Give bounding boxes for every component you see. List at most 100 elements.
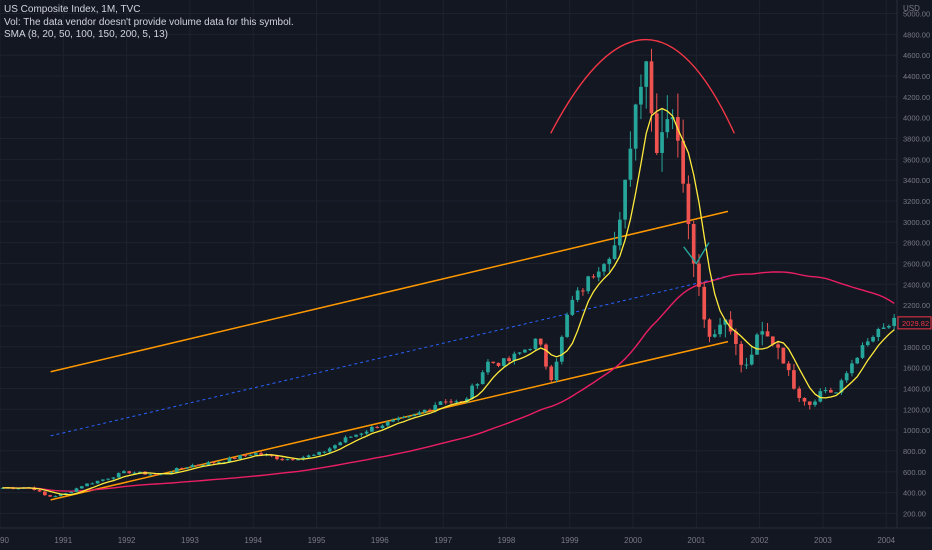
candle-body (644, 61, 649, 87)
legend-title[interactable]: US Composite Index, 1M, TVC (4, 4, 141, 15)
candle (781, 347, 786, 364)
candle (312, 453, 316, 457)
candle (322, 451, 327, 454)
price-tick-label: 1000.00 (903, 426, 930, 435)
candle-body (549, 366, 554, 381)
candle (628, 131, 633, 187)
sma-fast-line (2, 107, 895, 496)
candle (681, 119, 685, 193)
candle-body (850, 363, 854, 374)
candle (396, 416, 401, 422)
candle (860, 342, 865, 360)
candle-body (596, 271, 601, 278)
candle (570, 295, 575, 317)
candle-body (881, 327, 886, 329)
candle-body (195, 465, 200, 467)
chart-legend: US Composite Index, 1M, TVC Vol: The dat… (4, 4, 294, 42)
candle-body (438, 401, 443, 405)
last-price-label: 2029.82 (902, 319, 929, 328)
candle-body (306, 455, 311, 458)
candle (612, 231, 617, 261)
candle-body (296, 459, 300, 461)
candle (533, 338, 538, 351)
candle (607, 257, 612, 272)
candle (633, 103, 638, 161)
candle (786, 361, 791, 376)
candle-body (259, 453, 263, 456)
candle-body (654, 113, 659, 153)
candle-body (544, 344, 548, 367)
candle-body (343, 437, 348, 443)
candle-body (285, 459, 290, 461)
candle (486, 359, 490, 375)
candle-body (301, 457, 306, 460)
candle (127, 470, 132, 474)
candle (528, 348, 533, 352)
candle-body (855, 357, 860, 364)
candle-body (174, 468, 179, 473)
candle (375, 425, 380, 429)
candle (881, 323, 886, 329)
candle (586, 275, 591, 294)
candle (855, 356, 860, 365)
candle-body (829, 389, 833, 393)
candle (364, 429, 369, 435)
candle-body (322, 451, 327, 453)
price-tick-label: 600.00 (903, 468, 926, 477)
candle (348, 436, 353, 438)
candle-body (243, 455, 248, 457)
last-price-box (897, 316, 932, 330)
candle (42, 490, 47, 496)
candle-body (137, 471, 142, 473)
candle (523, 349, 527, 353)
candle-body (876, 328, 881, 338)
candle (169, 470, 174, 474)
candle (79, 486, 84, 489)
candle-body (354, 434, 358, 437)
legend-sma-label[interactable]: SMA (8, 20, 50, 100, 150, 200, 5, 13) (4, 29, 168, 40)
candle-body (491, 361, 496, 363)
candle (549, 364, 554, 382)
candle-body (443, 401, 448, 403)
candle (776, 340, 780, 360)
candle-body (422, 409, 427, 413)
candle-body (185, 467, 190, 469)
candle (417, 410, 422, 415)
candle-body (238, 455, 242, 459)
candle (111, 477, 116, 480)
candle-body (538, 338, 543, 345)
time-axis-background (0, 528, 932, 550)
candle (306, 454, 311, 459)
candle-body (660, 132, 664, 153)
candle-body (348, 436, 353, 438)
price-tick-label: 4600.00 (903, 51, 930, 60)
candle-body (501, 358, 506, 366)
candle-body (602, 264, 606, 272)
candle (512, 351, 517, 365)
candle (491, 361, 496, 364)
candle (686, 175, 691, 240)
candle (844, 371, 849, 383)
candle (807, 401, 812, 410)
candle-body (201, 465, 205, 467)
price-tick-label: 1600.00 (903, 364, 930, 373)
candle-body (523, 349, 527, 353)
candle (538, 338, 543, 347)
candle-body (797, 388, 802, 399)
candle (280, 457, 285, 461)
candle-body (844, 373, 849, 381)
candle (765, 323, 770, 337)
candle (829, 387, 833, 393)
candle (412, 413, 416, 417)
candle-body (486, 361, 490, 373)
candle-body (101, 479, 105, 481)
candle-body (37, 490, 42, 492)
candle-body (807, 401, 812, 405)
candle-body (739, 343, 744, 365)
candle (670, 109, 675, 130)
price-tick-label: 2800.00 (903, 239, 930, 248)
candle-body (275, 456, 279, 460)
candle (480, 370, 485, 385)
